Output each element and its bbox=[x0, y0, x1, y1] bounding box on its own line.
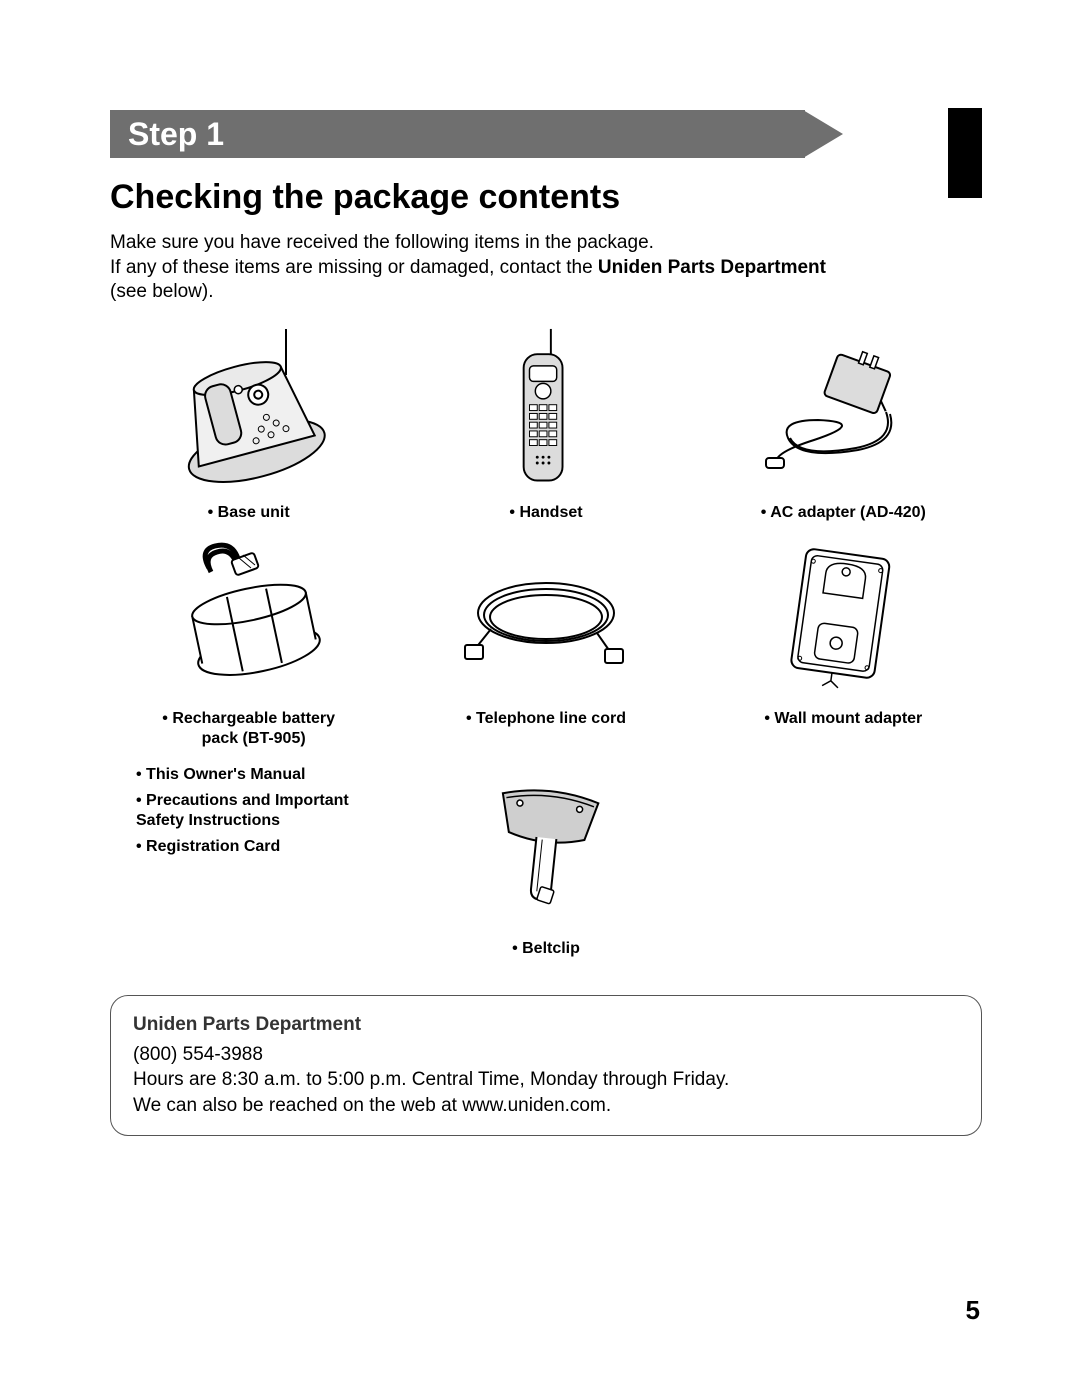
caption-safety: • Precautions and Important Safety Instr… bbox=[136, 791, 387, 831]
handset-icon bbox=[501, 327, 591, 497]
contact-box: Uniden Parts Department (800) 554-3988 H… bbox=[110, 995, 982, 1136]
contact-phone: (800) 554-3988 bbox=[133, 1042, 959, 1068]
caption-reg-card: • Registration Card bbox=[136, 837, 387, 857]
intro-line3: (see below). bbox=[110, 281, 214, 302]
item-base-unit: • Base unit bbox=[110, 327, 387, 523]
caption-phone-cord: • Telephone line cord bbox=[407, 709, 684, 729]
caption-beltclip: • Beltclip bbox=[407, 939, 684, 959]
ac-adapter-icon bbox=[758, 342, 928, 482]
page-number: 5 bbox=[966, 1295, 980, 1326]
intro-text: Make sure you have received the followin… bbox=[110, 231, 982, 305]
battery-icon bbox=[159, 538, 339, 698]
caption-handset: • Handset bbox=[407, 503, 684, 523]
base-unit-icon bbox=[164, 327, 334, 497]
item-phone-cord: • Telephone line cord bbox=[407, 533, 684, 749]
intro-line2-bold: Uniden Parts Department bbox=[598, 257, 826, 278]
phone-cord-icon bbox=[461, 553, 631, 683]
caption-manual: • This Owner's Manual bbox=[136, 765, 387, 785]
item-docs-list: • This Owner's Manual • Precautions and … bbox=[110, 763, 387, 959]
intro-line1: Make sure you have received the followin… bbox=[110, 232, 654, 253]
item-wall-mount: • Wall mount adapter bbox=[705, 533, 982, 749]
caption-battery: • Rechargeable battery pack (BT-905) bbox=[110, 709, 387, 749]
item-beltclip: • Beltclip bbox=[407, 763, 684, 959]
step-label: Step 1 bbox=[110, 110, 805, 158]
contact-title: Uniden Parts Department bbox=[133, 1012, 959, 1038]
caption-ac-adapter: • AC adapter (AD-420) bbox=[705, 503, 982, 523]
intro-line2-pre: If any of these items are missing or dam… bbox=[110, 257, 598, 278]
arrow-icon bbox=[803, 110, 843, 158]
page-heading: Checking the package contents bbox=[110, 178, 982, 217]
contact-hours: Hours are 8:30 a.m. to 5:00 p.m. Central… bbox=[133, 1067, 959, 1093]
contact-web: We can also be reached on the web at www… bbox=[133, 1093, 959, 1119]
page-tab bbox=[948, 108, 982, 198]
item-battery: • Rechargeable battery pack (BT-905) bbox=[110, 533, 387, 749]
beltclip-icon bbox=[481, 778, 611, 918]
caption-base-unit: • Base unit bbox=[110, 503, 387, 523]
item-handset: • Handset bbox=[407, 327, 684, 523]
item-ac-adapter: • AC adapter (AD-420) bbox=[705, 327, 982, 523]
package-grid: • Base unit • Handset bbox=[110, 327, 982, 959]
caption-wall-mount: • Wall mount adapter bbox=[705, 709, 982, 729]
wall-mount-icon bbox=[768, 538, 918, 698]
step-banner: Step 1 bbox=[110, 110, 982, 158]
